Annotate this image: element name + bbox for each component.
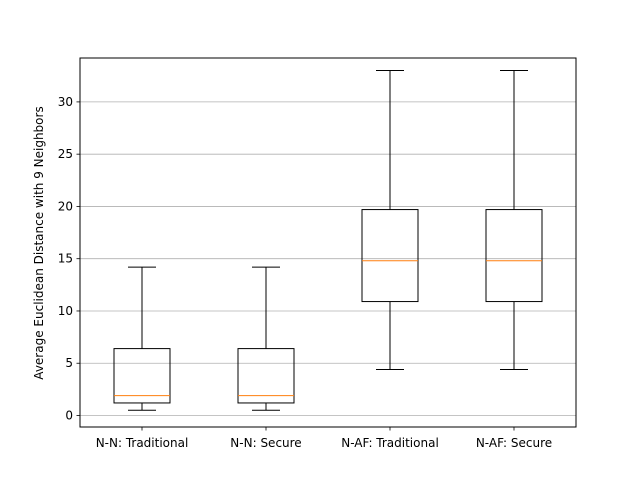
y-tick-label: 10 [58, 304, 73, 318]
iqr-box [237, 348, 295, 404]
plot-area-frame [79, 57, 577, 428]
y-tick-label: 30 [58, 95, 73, 109]
x-tick-label: N-AF: Secure [476, 436, 552, 450]
x-tick-label: N-AF: Traditional [341, 436, 439, 450]
boxes [113, 70, 543, 411]
box-4 [485, 70, 543, 371]
y-tick-label: 20 [58, 199, 73, 213]
y-tick-label: 25 [58, 147, 73, 161]
y-tick-label: 5 [65, 356, 73, 370]
box-2 [237, 266, 295, 411]
y-axis-ticks: 0 5 10 15 20 25 30 [58, 95, 80, 423]
iqr-box [485, 209, 543, 303]
x-tick-label: N-N: Secure [230, 436, 301, 450]
x-tick-label: N-N: Traditional [96, 436, 189, 450]
iqr-box [113, 348, 171, 404]
grid-lines [80, 101, 576, 416]
x-axis-ticks: N-N: Traditional N-N: Secure N-AF: Traditi… [96, 427, 552, 450]
y-tick-label: 15 [58, 252, 73, 266]
y-tick-label: 0 [65, 409, 73, 423]
box-1 [113, 266, 171, 411]
iqr-box [361, 209, 419, 303]
y-axis-label: Average Euclidean Distance with 9 Neighb… [32, 106, 46, 379]
box-3 [361, 70, 419, 371]
